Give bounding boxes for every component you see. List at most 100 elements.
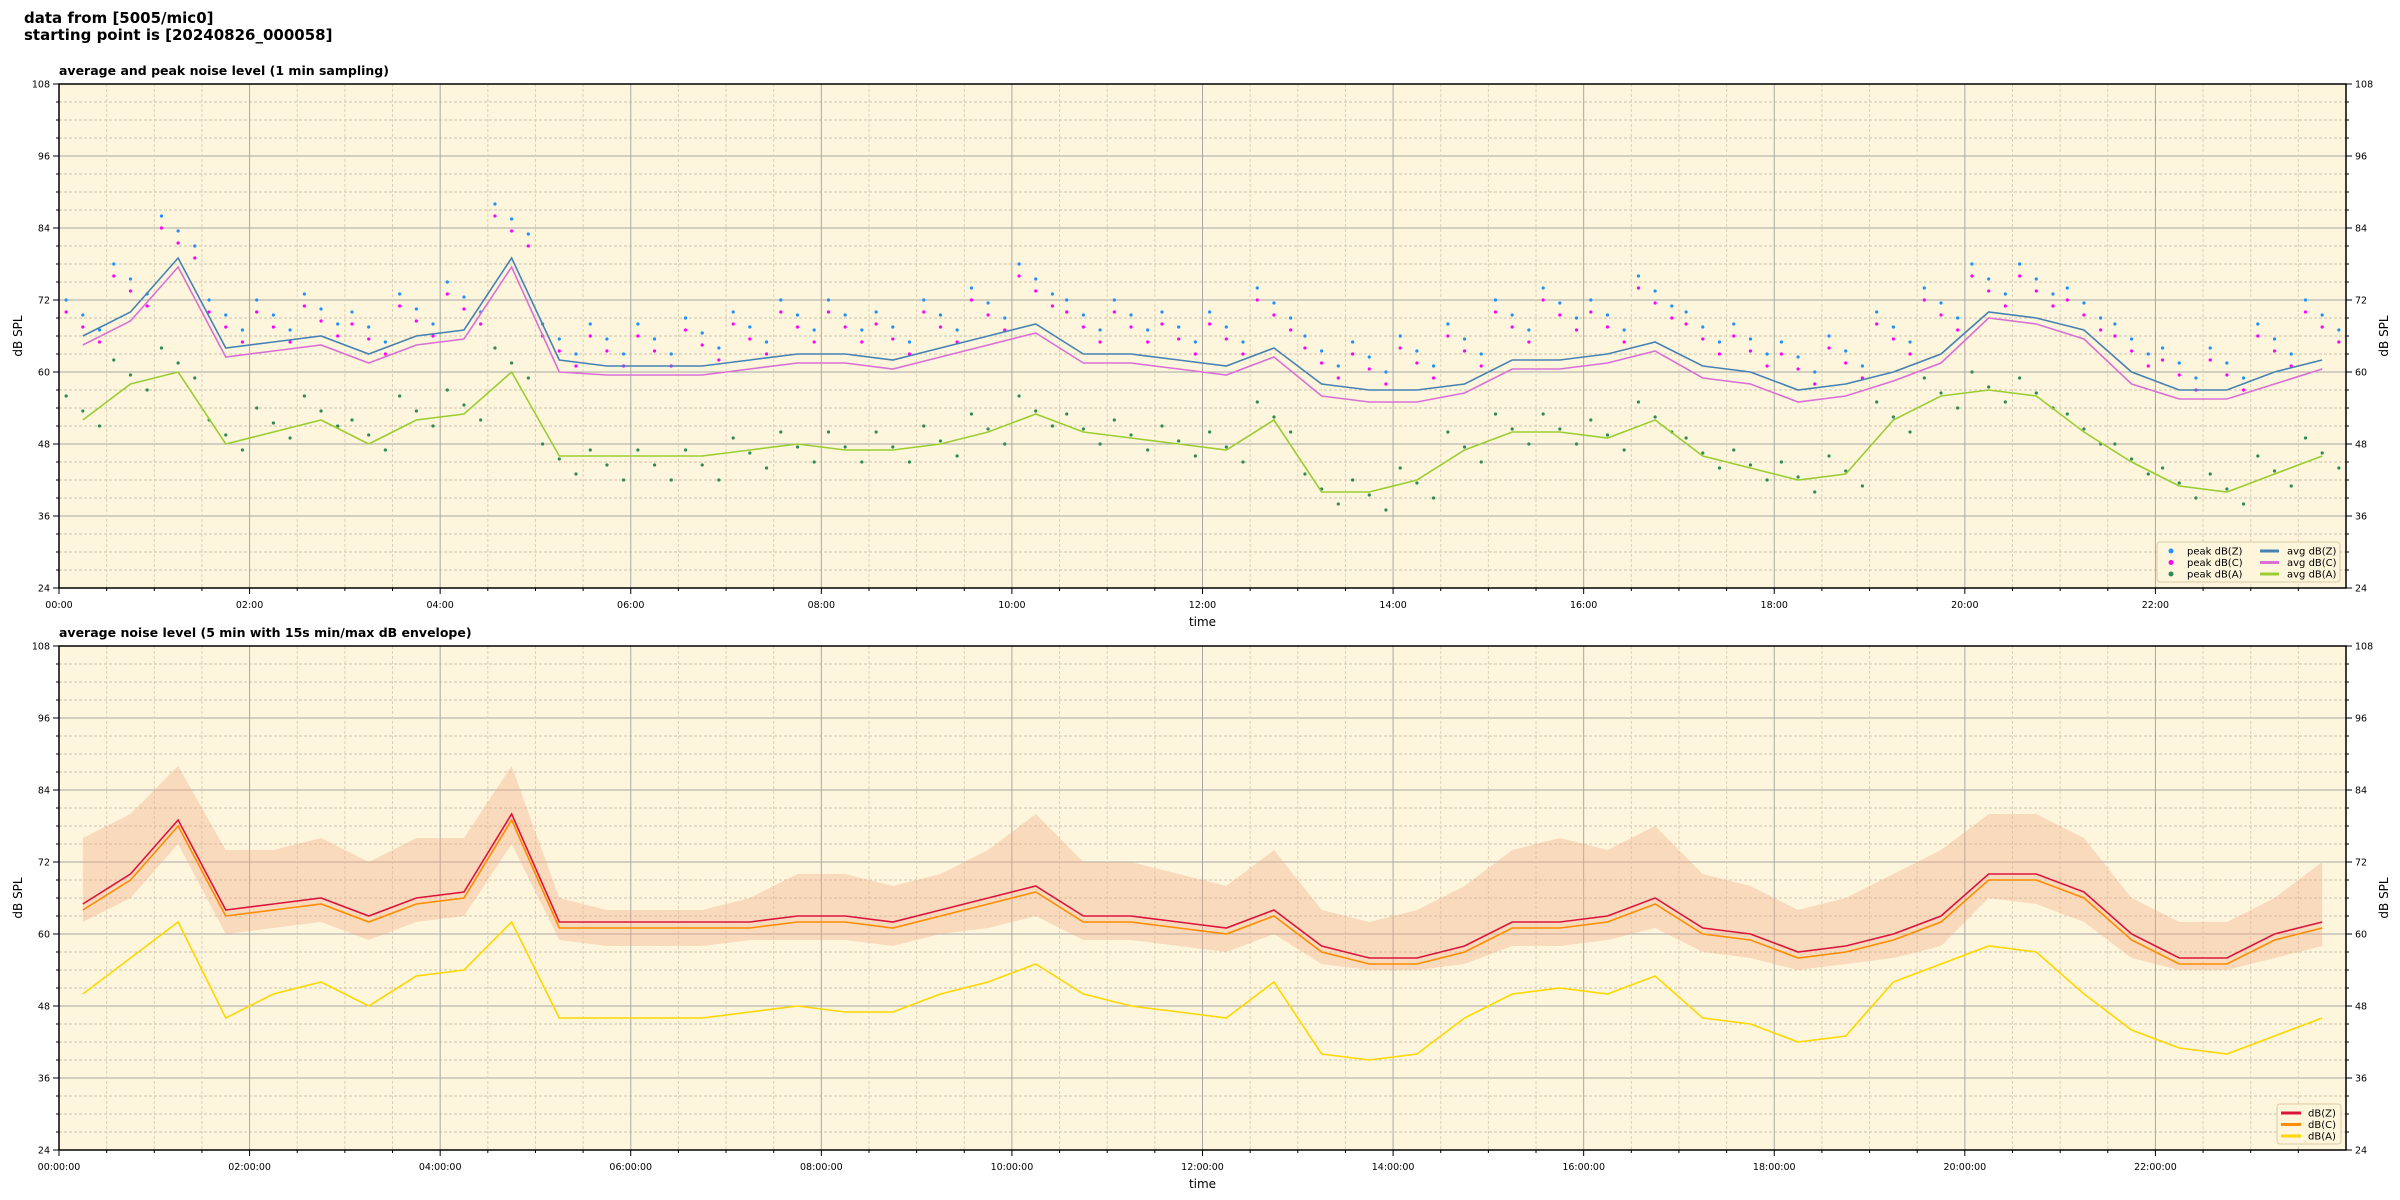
peak-point: [2337, 466, 2341, 470]
peak-point: [2146, 352, 2150, 356]
peak-point: [1081, 313, 1085, 317]
peak-point: [1732, 448, 1736, 452]
peak-point: [1844, 349, 1848, 353]
peak-point: [431, 322, 435, 326]
peak-point: [1272, 313, 1276, 317]
peak-point: [128, 277, 133, 281]
peak-point: [1636, 400, 1641, 404]
legend-label: dB(C): [2308, 1120, 2336, 1131]
peak-point: [2034, 289, 2038, 293]
peak-point: [1129, 325, 1133, 329]
x-tick-label: 06:00: [617, 600, 644, 611]
peak-point: [1336, 376, 1340, 380]
peak-point: [2337, 340, 2341, 344]
peak-point: [812, 328, 816, 332]
peak-point: [907, 340, 912, 344]
peak-point: [159, 214, 164, 218]
peak-point: [605, 463, 609, 467]
peak-point: [2146, 472, 2150, 476]
peak-point: [255, 310, 259, 314]
legend-label: avg dB(A): [2287, 570, 2337, 581]
x-tick-label: 12:00:00: [1181, 1162, 1224, 1173]
peak-point: [414, 409, 418, 413]
peak-point: [526, 244, 530, 248]
peak-point: [1289, 328, 1293, 332]
legend-marker: [2168, 560, 2174, 565]
x-tick-label: 08:00: [808, 600, 835, 611]
peak-point: [860, 340, 864, 344]
y-tick-label-left: 108: [32, 642, 50, 653]
peak-point: [1479, 364, 1483, 368]
peak-point: [748, 325, 752, 329]
peak-point: [2272, 337, 2277, 341]
peak-point: [2225, 373, 2229, 377]
peak-point: [1653, 289, 1657, 293]
peak-point: [731, 436, 735, 440]
peak-point: [2082, 301, 2086, 305]
peak-point: [1827, 346, 1831, 350]
peak-point: [860, 460, 864, 464]
peak-point: [176, 229, 180, 233]
peak-point: [1224, 445, 1228, 449]
peak-point: [700, 463, 704, 467]
peak-point: [1479, 352, 1483, 356]
subplot-title: average and peak noise level (1 min samp…: [59, 63, 389, 78]
peak-point: [1081, 325, 1085, 329]
y-axis-label-left: dB SPL: [11, 877, 25, 919]
peak-point: [1146, 448, 1150, 452]
peak-point: [731, 310, 735, 314]
peak-point: [622, 478, 626, 482]
peak-point: [2241, 376, 2246, 380]
peak-point: [843, 325, 847, 329]
peak-point: [112, 274, 116, 278]
peak-point: [1415, 349, 1419, 353]
peak-point: [1558, 301, 1562, 305]
x-tick-label: 20:00: [1951, 600, 1978, 611]
peak-point: [874, 310, 878, 314]
peak-point: [636, 322, 640, 326]
peak-point: [1574, 316, 1579, 320]
y-axis-label-right: dB SPL: [2377, 877, 2391, 919]
series-line-dbz: [82, 812, 2323, 959]
peak-point: [2034, 277, 2038, 281]
peak-point: [764, 466, 769, 470]
x-tick-label: 08:00:00: [800, 1162, 843, 1173]
peak-point: [2194, 496, 2198, 500]
peak-point: [652, 337, 657, 341]
peak-point: [2160, 466, 2165, 470]
peak-point: [1224, 325, 1228, 329]
peak-point: [64, 310, 68, 314]
peak-point: [1034, 277, 1038, 281]
peak-point: [1653, 415, 1657, 419]
peak-point: [1827, 454, 1831, 458]
peak-point: [479, 322, 483, 326]
peak-point: [2177, 361, 2181, 365]
peak-point: [1367, 355, 1371, 359]
peak-point: [1160, 322, 1164, 326]
legend-marker: [2168, 571, 2174, 577]
peak-point: [445, 292, 449, 296]
peak-point: [1415, 361, 1419, 365]
peak-point: [1908, 430, 1912, 434]
peak-point: [2113, 442, 2117, 446]
peak-point: [795, 313, 800, 317]
peak-point: [2177, 373, 2181, 377]
peak-point: [367, 337, 371, 341]
peak-point: [159, 346, 164, 350]
peak-point: [1129, 313, 1133, 317]
x-tick-label: 22:00:00: [2134, 1162, 2177, 1173]
peak-point: [1922, 298, 1926, 302]
x-axis-label: time: [1189, 1177, 1216, 1191]
peak-point: [1922, 286, 1926, 290]
peak-point: [350, 418, 354, 422]
peak-point: [2099, 316, 2103, 320]
peak-point: [398, 304, 402, 308]
peak-point: [938, 313, 943, 317]
y-tick-label-left: 24: [38, 584, 50, 595]
peak-point: [1970, 262, 1974, 266]
peak-point: [1384, 382, 1388, 386]
peak-point: [938, 439, 943, 443]
peak-point: [526, 232, 530, 236]
peak-point: [1446, 322, 1450, 326]
y-tick-label-right: 72: [2355, 296, 2367, 307]
